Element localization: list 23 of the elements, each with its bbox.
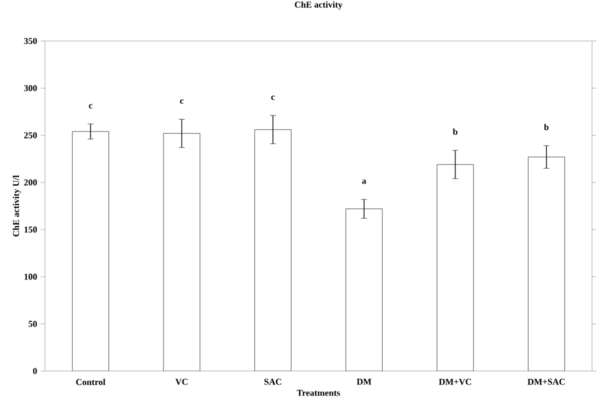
y-axis-title: ChE activity U/l: [12, 175, 21, 236]
y-tick-label: 50: [28, 320, 37, 327]
x-axis-title: Treatments: [296, 390, 340, 396]
chart-title: ChE activity: [294, 1, 342, 10]
annotation: b: [544, 124, 549, 130]
y-tick-label: 250: [24, 132, 37, 138]
y-tick-label: 200: [24, 179, 37, 186]
x-tick-label: SAC: [264, 378, 282, 385]
y-tick-label: 100: [24, 274, 37, 280]
y-tick-label: 0: [33, 368, 37, 374]
x-tick-label: Control: [76, 378, 106, 386]
y-tick-label: 350: [24, 38, 37, 44]
x-tick-label: DM: [356, 378, 372, 385]
annotation: b: [452, 128, 458, 135]
x-tick-label: DM+VC: [438, 378, 472, 385]
annotation: c: [271, 96, 275, 100]
annotation: a: [362, 180, 366, 184]
x-tick-label: DM+SAC: [528, 378, 565, 385]
y-tick-label: 150: [24, 226, 37, 233]
x-tick-label: VC: [175, 378, 188, 385]
y-tick-label: 300: [24, 85, 37, 92]
annotation: c: [88, 104, 92, 108]
annotation: c: [180, 99, 184, 104]
